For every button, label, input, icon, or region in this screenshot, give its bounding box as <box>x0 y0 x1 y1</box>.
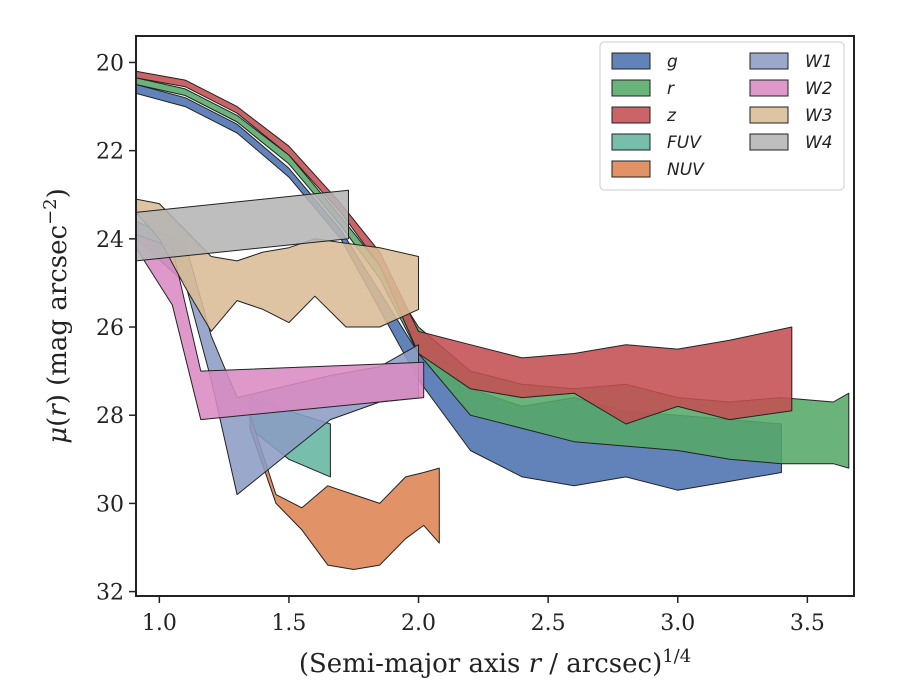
legend-label-z: z <box>666 106 677 126</box>
y-axis: 20 22 24 26 28 30 32 <box>96 51 136 606</box>
x-tick-label: 1.0 <box>142 611 177 636</box>
x-axis: 1.0 1.5 2.0 2.5 3.0 3.5 <box>142 596 825 636</box>
x-tick-label: 2.0 <box>401 611 436 636</box>
legend-swatch-g <box>611 52 651 70</box>
y-tick-label: 28 <box>96 404 124 429</box>
series-layer <box>136 70 850 570</box>
series-band-w4 <box>136 189 349 262</box>
y-tick-label: 24 <box>96 228 124 253</box>
x-tick-label: 2.5 <box>531 611 566 636</box>
legend-label-w4: W4 <box>805 133 833 153</box>
y-tick-label: 26 <box>96 316 124 341</box>
legend-swatch-w1 <box>749 52 789 70</box>
series-band-w3 <box>136 198 419 332</box>
x-axis-label: (Semi-major axis r / arcsec)1/4 <box>299 646 691 679</box>
x-tick-label: 3.5 <box>790 611 825 636</box>
legend-swatch-nuv <box>611 160 651 178</box>
x-tick-label: 1.5 <box>271 611 306 636</box>
plot-frame <box>135 35 855 597</box>
legend-label-nuv: NUV <box>667 160 705 180</box>
legend-label-w3: W3 <box>805 106 833 126</box>
legend-swatch-w4 <box>749 133 789 151</box>
legend-swatch-fuv <box>611 133 651 151</box>
series-band-nuv <box>249 414 440 570</box>
legend-swatch-r <box>611 79 651 97</box>
legend-label-fuv: FUV <box>667 133 702 153</box>
legend-swatch-w3 <box>749 106 789 124</box>
legend-label-w2: W2 <box>805 79 833 99</box>
x-tick-label: 3.0 <box>660 611 695 636</box>
y-tick-label: 32 <box>96 581 124 606</box>
legend-swatch-w2 <box>749 79 789 97</box>
legend-swatch-z <box>611 106 651 124</box>
legend-label-g: g <box>667 52 678 72</box>
legend: grz FUV NUV W1 W2 W3 W4 <box>599 41 845 191</box>
y-tick-label: 30 <box>96 492 124 517</box>
y-axis-label: μ(r) (mag arcsec−2) <box>40 188 73 444</box>
legend-frame <box>599 41 845 191</box>
y-tick-label: 22 <box>96 140 124 165</box>
series-band-w2 <box>136 233 425 421</box>
y-tick-label: 20 <box>96 51 124 76</box>
legend-label-r: r <box>667 79 675 99</box>
legend-label-w1: W1 <box>805 52 833 72</box>
